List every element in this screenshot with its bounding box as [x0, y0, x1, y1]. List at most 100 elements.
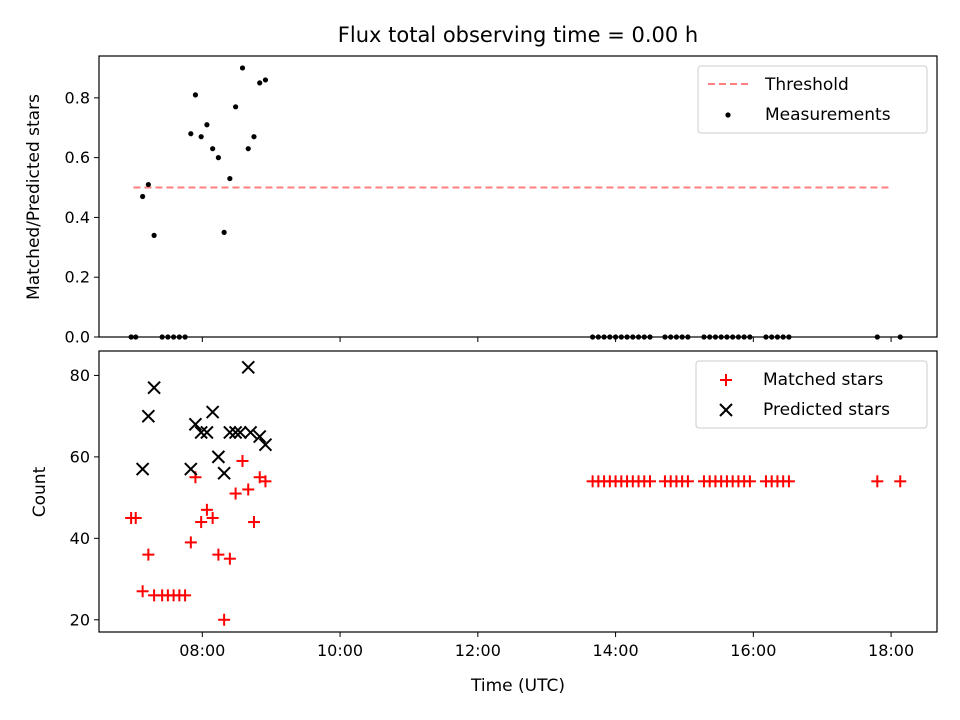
y-tick-label: 0.2 [65, 268, 90, 287]
top-y-axis: 0.0 0.2 0.4 0.6 0.8 [65, 88, 99, 347]
measurement-point [188, 131, 194, 137]
x-axis-label: Time (UTC) [470, 676, 565, 696]
matched-point [218, 613, 231, 626]
legend-predicted-label: Predicted stars [763, 400, 890, 420]
matched-point [259, 475, 272, 488]
matched-point [681, 475, 694, 488]
bottom-plot-area [125, 360, 907, 626]
top-y-axis-label: Matched/Predicted stars [24, 94, 44, 300]
x-tick-label: 18:00 [868, 641, 914, 660]
y-tick-label: 0.6 [65, 148, 90, 167]
x-tick-label: 12:00 [455, 641, 501, 660]
matched-point [894, 475, 907, 488]
matched-point [136, 585, 149, 598]
legend-predicted-swatch [719, 403, 733, 417]
measurement-point [251, 134, 257, 140]
y-tick-label: 20 [70, 610, 90, 629]
matched-point [236, 454, 249, 467]
bottom-legend-box [695, 360, 928, 429]
predicted-point [135, 462, 150, 476]
matched-point [206, 511, 219, 524]
predicted-point-b [258, 437, 273, 452]
predicted-point-b [211, 450, 226, 464]
predicted-point [258, 437, 273, 452]
y-tick-label: 80 [70, 366, 90, 385]
matched-point [195, 516, 208, 529]
legend-measurements-label: Measurements [765, 105, 891, 125]
predicted-point-b [135, 462, 150, 476]
predicted-point [223, 425, 237, 440]
measurement-point [210, 146, 216, 152]
predicted-point [217, 466, 231, 480]
bottom-legend: Matched stars Predicted stars [695, 360, 928, 429]
predicted-point [228, 425, 243, 440]
predicted-point-b [184, 462, 198, 476]
measurement-point [151, 232, 157, 238]
predicted-point [241, 360, 255, 374]
top-x-axis-ticks [201, 337, 892, 342]
measurement-point [204, 122, 210, 128]
matched-point [247, 516, 260, 529]
predicted-point-b [147, 380, 161, 395]
matched-point [129, 511, 142, 524]
measurement-point [145, 181, 151, 188]
predicted-point-b [253, 429, 267, 444]
bottom-y-axis-label: Count [30, 466, 50, 517]
measurement-point [215, 155, 221, 161]
predicted-point [188, 417, 203, 432]
measurement-point [257, 80, 263, 86]
predicted-point [243, 425, 258, 440]
matched-point [223, 552, 236, 565]
matched-point [142, 548, 155, 561]
measurement-point [140, 193, 146, 200]
predicted-point [200, 425, 214, 440]
measurement-point [192, 92, 199, 98]
predicted-point [194, 425, 208, 440]
top-legend-box [697, 65, 928, 134]
predicted-point [184, 462, 198, 476]
figure-title: Flux total observing time = 0.00 h [338, 23, 698, 47]
predicted-point-b [243, 425, 258, 440]
y-tick-label: 0.0 [65, 328, 90, 347]
predicted-point-b [205, 405, 220, 419]
top-panel: 0.00.20.40.60.8 Matched/Predicted stars … [24, 55, 938, 347]
top-axes-frame [98, 55, 938, 338]
legend-matched-label: Matched stars [763, 370, 883, 390]
matched-point [743, 475, 756, 488]
legend-threshold-label: Threshold [764, 75, 849, 95]
measurement-point [227, 175, 233, 182]
predicted-point [211, 450, 226, 464]
predicted-point-b [141, 409, 156, 423]
matched-point [200, 503, 213, 516]
legend-matched-swatch [720, 374, 732, 386]
y-tick-label: 0.8 [65, 88, 90, 107]
predicted-point-b [188, 417, 203, 432]
matched-point [782, 475, 795, 488]
y-tick-label: 0.4 [65, 208, 90, 227]
x-tick-label: 14:00 [593, 641, 639, 660]
predicted-point-b [217, 466, 231, 480]
predicted-point [253, 429, 267, 444]
measurement-point [221, 229, 227, 235]
matched-point [212, 548, 225, 561]
measurement-point [262, 77, 269, 83]
y-tick-label: 40 [70, 529, 90, 548]
bottom-x-axis: 08:00 10:00 12:00 14:00 16:00 18:00 [179, 632, 914, 660]
matched-point [179, 589, 192, 602]
predicted-point [205, 405, 220, 419]
predicted-point-b [223, 425, 237, 440]
predicted-point-b [200, 425, 214, 440]
x-tick-label: 08:00 [179, 641, 225, 660]
predicted-point-b [241, 360, 255, 374]
x-tick-label: 10:00 [317, 641, 363, 660]
predicted-point-b [194, 425, 208, 440]
bottom-axes-frame [98, 350, 938, 633]
matched-point [644, 475, 657, 488]
measurement-point [233, 104, 239, 110]
matched-point [229, 487, 242, 500]
matched-point [871, 475, 884, 488]
predicted-point [233, 425, 247, 440]
predicted-point-b [233, 425, 247, 440]
